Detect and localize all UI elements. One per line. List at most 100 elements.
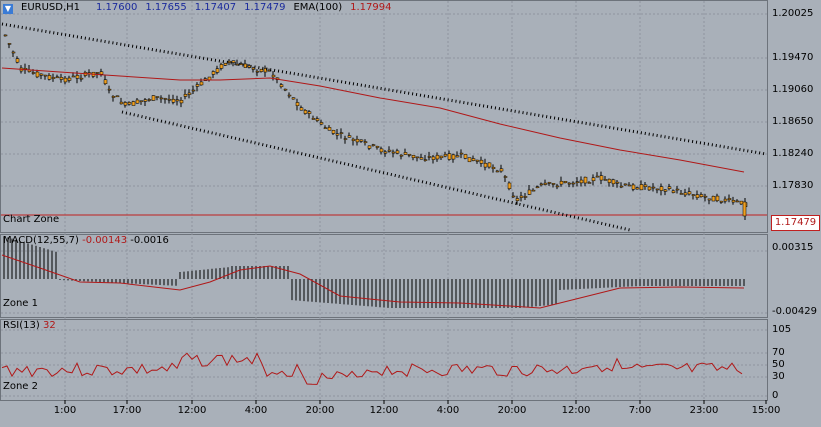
candle-body	[711, 195, 716, 202]
close-value: 1.17479	[244, 2, 286, 13]
candle-body	[463, 154, 468, 159]
candle-body	[471, 158, 476, 161]
candle-body	[259, 69, 264, 72]
candle-body	[143, 99, 148, 102]
candle-body	[691, 194, 696, 196]
candle-body	[71, 75, 76, 78]
candle-body	[135, 99, 140, 104]
candle-body	[207, 76, 212, 80]
candle-body	[123, 102, 128, 106]
candle-body	[367, 145, 372, 149]
candle-body	[731, 200, 736, 203]
candle-body	[539, 183, 544, 186]
candle-body	[615, 181, 620, 184]
candle-body	[431, 156, 436, 160]
candle-body	[287, 94, 292, 97]
candle-body	[627, 184, 632, 187]
candle-body	[727, 198, 732, 201]
candle-body	[415, 156, 420, 159]
candle-body	[411, 155, 416, 158]
candle-body	[231, 60, 236, 63]
symbol-label[interactable]: ▼ EURUSD,H1	[3, 2, 88, 14]
candle-body	[563, 181, 568, 183]
candle-body	[59, 77, 64, 80]
candle-body	[15, 58, 20, 63]
candle-body	[279, 84, 284, 88]
candle-body	[95, 72, 100, 74]
candle-body	[283, 88, 288, 91]
candle-body	[351, 138, 356, 141]
chart-header: ▼ EURUSD,H1 1.17600 1.17655 1.17407 1.174…	[3, 2, 400, 14]
candle-body	[155, 96, 160, 98]
candle-body	[223, 63, 228, 66]
candle-body	[571, 182, 576, 185]
ema-line	[1, 67, 745, 173]
candle-body	[347, 135, 352, 138]
candle-body	[3, 34, 8, 37]
panel-frame	[0, 0, 768, 233]
candle-body	[263, 68, 268, 73]
price-axis-label: 1.19060	[772, 84, 814, 95]
macd-label: MACD(12,55,7)	[3, 235, 79, 246]
open-value: 1.17600	[96, 2, 138, 13]
candle-body	[695, 194, 700, 198]
candle-body	[255, 70, 260, 73]
candle-body	[735, 200, 740, 203]
candle-body	[703, 195, 708, 198]
down-arrow-icon[interactable]: ▼	[3, 4, 13, 14]
candle-body	[499, 168, 504, 172]
candle-body	[47, 75, 52, 80]
rsi-label: RSI(13)	[3, 320, 40, 331]
candle-body	[335, 133, 340, 136]
time-axis-label: 12:00	[561, 405, 591, 416]
candle-body	[311, 118, 316, 120]
candle-body	[599, 175, 604, 181]
candle-body	[659, 186, 664, 191]
price-axis-label: 1.19470	[772, 52, 814, 63]
candle-body	[75, 75, 80, 79]
candle-body	[127, 102, 132, 105]
candle-body	[423, 159, 428, 161]
candle-body	[491, 166, 496, 170]
candle-body	[267, 69, 272, 72]
candle-body	[375, 145, 380, 148]
macd-axis-label: 0.00315	[772, 242, 814, 253]
price-axis-label: 1.18240	[772, 148, 814, 159]
candle-body	[175, 99, 180, 102]
candle-body	[399, 154, 404, 157]
candle-body	[631, 184, 636, 190]
candle-body	[679, 193, 684, 195]
time-axis-label: 7:00	[628, 405, 652, 416]
chart-zone-label: Chart Zone	[3, 214, 60, 225]
time-axis-label: 4:00	[244, 405, 268, 416]
candle-body	[151, 95, 156, 101]
candle-body	[455, 155, 460, 158]
rsi-axis-label: 30	[772, 371, 785, 382]
candle-body	[79, 77, 84, 80]
candle-body	[51, 77, 56, 79]
candle-body	[43, 74, 48, 77]
candle-body	[723, 198, 728, 202]
candle-body	[443, 154, 448, 157]
time-axis-label: 15:00	[751, 405, 781, 416]
candle-body	[403, 152, 408, 155]
candle-body	[99, 71, 104, 75]
candle-body	[395, 150, 400, 154]
candle-body	[147, 99, 152, 101]
candle-body	[307, 111, 312, 114]
current-price-tag: 1.17479	[771, 215, 820, 231]
candle-body	[591, 177, 596, 182]
candle-body	[603, 179, 608, 181]
candle-body	[671, 190, 676, 193]
macd-value-main: -0.00143	[82, 235, 128, 246]
candle-body	[355, 138, 360, 143]
zone-2-label: Zone 2	[3, 381, 38, 392]
time-axis-label: 12:00	[369, 405, 399, 416]
rsi-axis-label: 70	[772, 347, 785, 358]
candle-body	[487, 162, 492, 168]
candle-body	[543, 182, 548, 185]
candle-body	[407, 154, 412, 156]
time-axis-label: 12:00	[177, 405, 207, 416]
candle-body	[559, 180, 564, 185]
